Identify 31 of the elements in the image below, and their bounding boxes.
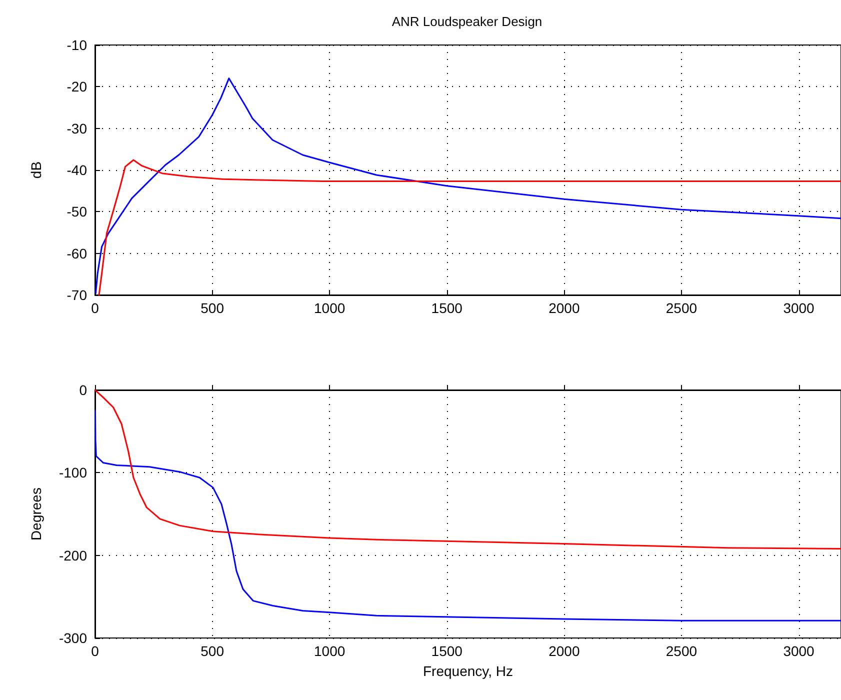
x-tick-label: 2000 [548,300,580,316]
x-tick-label: 2500 [666,300,698,316]
x-tick-label: 500 [200,643,224,659]
y-axis-title: Degrees [28,488,44,540]
x-tick-label: 3000 [783,643,815,659]
y-tick-label: -50 [66,204,88,220]
x-tick-label: 1000 [314,643,346,659]
x-tick-label: 0 [91,643,100,659]
x-tick-label: 1000 [314,300,346,316]
x-tick-label: 1500 [431,300,463,316]
y-tick-label: 0 [79,382,88,398]
x-tick-label: 500 [200,300,224,316]
y-tick-label: -30 [66,120,88,136]
y-tick-label: -40 [66,162,88,178]
x-tick-label: 2000 [548,643,580,659]
x-tick-label: 0 [91,300,100,316]
chart-title: ANR Loudspeaker Design [392,14,542,29]
y-axis-title: dB [28,161,44,179]
x-axis-title: Frequency, Hz [423,663,513,679]
y-tick-label: -60 [66,245,88,262]
y-tick-label: -70 [66,287,88,303]
y-tick-label: -100 [58,464,88,481]
x-tick-label: 3000 [783,300,815,316]
line-series [94,410,841,622]
y-tick-label: -300 [58,630,88,646]
y-tick-label: -10 [66,37,88,53]
x-tick-label: 1500 [431,643,463,659]
x-tick-label: 2500 [666,643,698,659]
line-series [98,159,841,296]
y-tick-label: -200 [58,547,88,564]
y-tick-label: -20 [66,78,88,95]
